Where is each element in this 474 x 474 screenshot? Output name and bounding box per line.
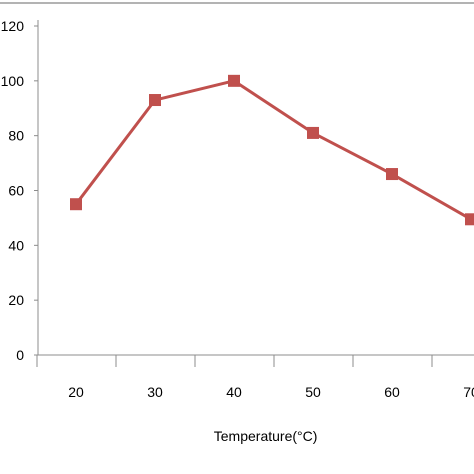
data-point-marker: [386, 168, 398, 181]
y-tick-label: 40: [8, 237, 24, 253]
x-tick-label: 60: [384, 384, 400, 400]
x-axis: 20 30 40 50 60 70: [36, 354, 474, 400]
y-tick-label: 120: [1, 18, 25, 34]
x-tick-label: 40: [226, 384, 242, 400]
series-line: [74, 79, 472, 221]
x-tick-label: 70: [463, 384, 474, 400]
data-point-marker: [465, 213, 474, 226]
data-point-marker: [307, 126, 319, 139]
x-tick-label: 20: [68, 384, 84, 400]
x-tick-label: 30: [147, 384, 163, 400]
x-axis-title: Temperature(°C): [214, 428, 318, 444]
y-tick-label: 20: [8, 292, 24, 308]
data-point-marker: [149, 94, 161, 107]
data-point-marker: [228, 74, 240, 87]
series-group: [70, 74, 474, 226]
y-tick-label: 80: [8, 128, 24, 144]
y-tick-label: 100: [1, 73, 25, 89]
x-tick-label: 50: [305, 384, 321, 400]
y-axis: 0 20 40 60 80 100 120: [1, 18, 39, 363]
y-tick-label: 60: [8, 183, 24, 199]
data-point-marker: [70, 198, 82, 211]
y-tick-label: 0: [16, 347, 24, 363]
